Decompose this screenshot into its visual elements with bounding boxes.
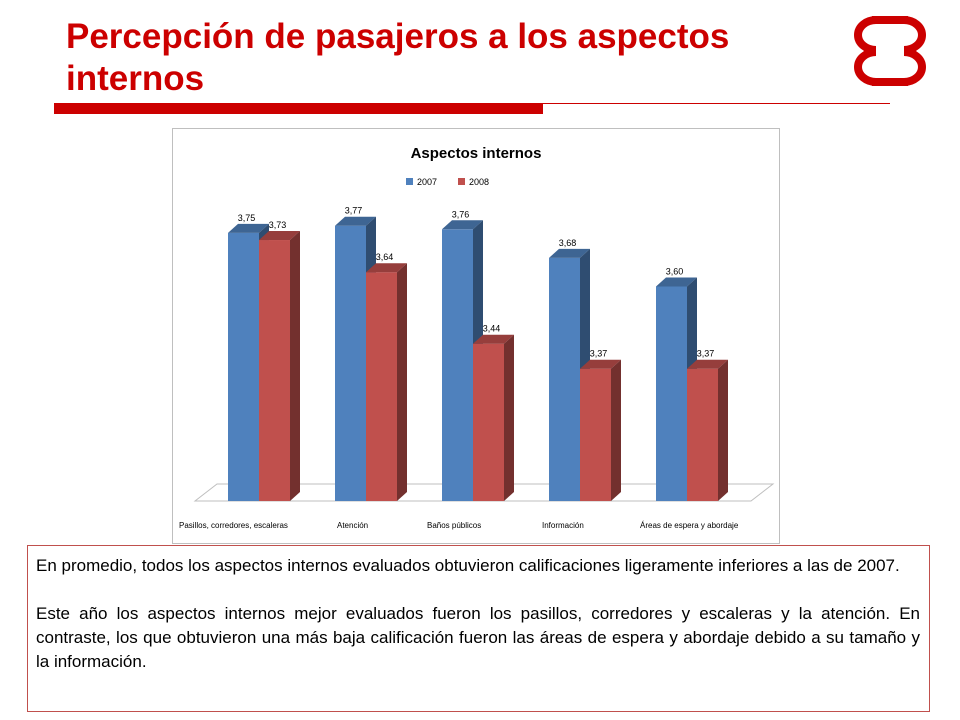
data-label-2007-3: 3,68	[559, 238, 577, 248]
data-label-2008-4: 3,37	[697, 349, 715, 359]
bar-2008-1: 3,64	[366, 252, 407, 501]
bar-front	[656, 286, 687, 501]
x-tick-label-4: Áreas de espera y abordaje	[640, 521, 739, 530]
summary-paragraph-1: En promedio, todos los aspectos internos…	[36, 556, 900, 575]
bar-side	[290, 231, 300, 501]
bar-top	[442, 220, 483, 230]
legend-label-2007: 2007	[417, 177, 437, 187]
bar-front	[473, 343, 504, 501]
bar-2007-3: 3,68	[549, 238, 590, 501]
bar-front	[259, 240, 290, 501]
bar-top	[549, 248, 590, 258]
data-label-2007-1: 3,77	[345, 206, 363, 216]
bar-front	[442, 229, 473, 502]
bar-top	[259, 231, 300, 241]
bar-front	[366, 272, 397, 501]
bar-side	[504, 334, 514, 501]
chart-legend: 2007 2008	[406, 177, 489, 187]
summary-text-box: En promedio, todos los aspectos internos…	[27, 545, 930, 712]
chart-title: Aspectos internos	[411, 145, 542, 162]
bar-top	[473, 334, 514, 344]
slide-title: Percepción de pasajeros a los aspectos i…	[66, 17, 730, 98]
chart-container: Aspectos internos 2007 2008 3,75 3,73 3,77 3…	[172, 128, 780, 544]
data-label-2008-3: 3,37	[590, 349, 608, 359]
bar-side	[718, 359, 728, 501]
bar-top	[580, 359, 621, 369]
bar-front	[335, 225, 366, 501]
bar-chart: Aspectos internos 2007 2008 3,753,733,773…	[179, 145, 775, 530]
legend-swatch-2008	[458, 178, 465, 185]
data-label-2008-0: 3,73	[269, 220, 287, 230]
x-tick-label-3: Información	[542, 521, 584, 530]
summary-paragraph-2: Este año los aspectos internos mejor eva…	[36, 604, 920, 671]
bar-2008-0: 3,73	[259, 220, 300, 501]
bar-top	[656, 277, 697, 287]
bar-front	[580, 368, 611, 501]
data-label-2007-4: 3,60	[666, 267, 684, 277]
chart-bars: 3,75 3,73 3,77 3,64 3,76 3,44 3,68 3,37 3,60 3,37	[228, 206, 728, 502]
bar-2008-3: 3,37	[580, 349, 621, 501]
bar-2008-4: 3,37	[687, 349, 728, 501]
data-label-2007-2: 3,76	[452, 209, 470, 219]
bar-front	[687, 368, 718, 501]
red-interlocking-c-logo-icon	[854, 16, 926, 86]
x-tick-label-2: Baños públicos	[427, 521, 481, 530]
bar-top	[687, 359, 728, 369]
bar-side	[397, 263, 407, 501]
bar-side	[611, 359, 621, 501]
data-label-2008-1: 3,64	[376, 252, 394, 262]
legend-swatch-2007	[406, 178, 413, 185]
bar-front	[549, 257, 580, 501]
legend-label-2008: 2008	[469, 177, 489, 187]
data-label-2008-2: 3,44	[483, 324, 501, 334]
title-underline-thin	[54, 103, 890, 104]
x-axis-labels: Pasillos, corredores, escaleras Atención B…	[179, 521, 739, 530]
title-underline-thick	[54, 103, 543, 114]
bar-2008-2: 3,44	[473, 324, 514, 501]
x-tick-label-1: Atención	[337, 521, 368, 530]
bar-top	[228, 223, 269, 233]
bar-top	[366, 263, 407, 273]
bar-front	[228, 232, 259, 501]
bar-top	[335, 216, 376, 226]
x-tick-label-0: Pasillos, corredores, escaleras	[179, 521, 288, 530]
data-label-2007-0: 3,75	[238, 213, 256, 223]
